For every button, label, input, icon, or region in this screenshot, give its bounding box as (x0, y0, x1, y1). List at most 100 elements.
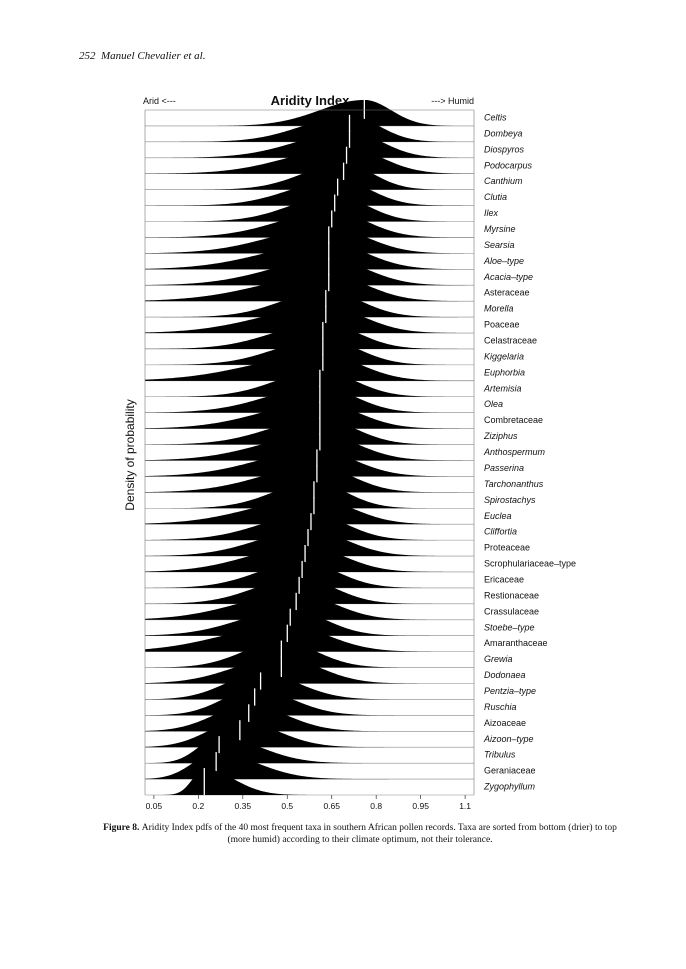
taxon-label: Celtis (484, 113, 507, 123)
x-tick-label: 0.5 (281, 801, 293, 811)
taxon-label: Dodonaea (484, 670, 526, 680)
taxon-label: Ziziphus (483, 431, 518, 441)
taxon-label: Cliffortia (484, 527, 517, 537)
taxon-label: Combretaceae (484, 415, 543, 425)
taxon-label: Anthospermum (483, 447, 546, 457)
ridge-43: Zygophyllum (145, 768, 536, 796)
taxon-label: Pentzia–type (484, 686, 536, 696)
taxon-label: Grewia (484, 654, 513, 664)
density-area (145, 530, 474, 557)
x-tick-label: 0.2 (192, 801, 204, 811)
taxon-label: Canthium (484, 176, 523, 186)
authors: Manuel Chevalier et al. (101, 50, 206, 62)
taxon-label: Tarchonanthus (484, 479, 544, 489)
taxon-label: Stoebe–type (484, 622, 535, 632)
density-area (145, 195, 474, 222)
taxon-label: Dombeya (484, 128, 523, 138)
ridgeline-chart: Arid <--- Aridity Index ---> Humid Densi… (123, 93, 576, 811)
x-tick-label: 0.65 (323, 801, 340, 811)
density-area (145, 227, 474, 254)
density-area (145, 689, 474, 716)
taxon-label: Kiggelaria (484, 351, 524, 361)
caption-text: Aridity Index pdfs of the 40 most freque… (141, 823, 617, 845)
taxon-label: Acacia–type (483, 272, 533, 282)
taxon-label: Amaranthaceae (484, 638, 548, 648)
density-area (145, 498, 474, 525)
x-tick-label: 0.8 (370, 801, 382, 811)
taxon-label: Myrsine (484, 224, 516, 234)
density-area (145, 753, 474, 780)
density-area (145, 418, 474, 445)
taxon-label: Spirostachys (484, 495, 536, 505)
taxon-label: Clutia (484, 192, 507, 202)
taxon-label: Aloe–type (483, 256, 524, 266)
density-area (145, 211, 474, 238)
figure-caption: Figure 8. Aridity Index pdfs of the 40 m… (100, 822, 620, 846)
taxon-label: Zygophyllum (483, 782, 536, 792)
density-area (145, 131, 474, 158)
x-axis: 0.05 0.2 0.35 0.5 0.65 0.8 0.95 1.1 (146, 795, 471, 811)
taxon-label: Searsia (484, 240, 515, 250)
taxon-label: Aizoon–type (483, 734, 534, 744)
taxon-label: Geraniaceae (484, 766, 536, 776)
humid-label: ---> Humid (431, 96, 474, 106)
density-area (145, 243, 474, 270)
running-header: 252 Manuel Chevalier et al. (79, 50, 205, 62)
density-area (145, 115, 474, 142)
density-area (145, 641, 474, 668)
taxon-label: Morella (484, 304, 514, 314)
ridge-38: Ruschia (145, 688, 517, 716)
taxon-label: Euclea (484, 511, 512, 521)
caption-label: Figure 8. (103, 823, 140, 833)
taxon-label: Celastraceae (484, 336, 537, 346)
taxon-label: Euphorbia (484, 367, 525, 377)
x-tick-label: 1.1 (459, 801, 471, 811)
density-area (145, 307, 474, 334)
density-area (145, 577, 474, 604)
ridges: Celtis Dombeya Diospyros Podocarpus Canthium… (144, 98, 576, 796)
density-area (145, 545, 474, 572)
density-area (145, 482, 474, 509)
density-area (145, 386, 474, 413)
density-area (145, 275, 474, 302)
density-area (145, 147, 474, 174)
density-area (145, 99, 474, 126)
density-area (145, 625, 474, 652)
density-area (145, 179, 474, 206)
density-area (145, 450, 474, 477)
density-area (145, 291, 474, 318)
taxon-label: Passerina (484, 463, 524, 473)
page-number: 252 (79, 50, 96, 62)
taxon-label: Aizoaceae (484, 718, 526, 728)
taxon-label: Ruschia (484, 702, 517, 712)
density-area (145, 593, 474, 620)
x-tick-label: 0.05 (146, 801, 163, 811)
taxon-label: Ericaceae (484, 574, 524, 584)
density-area (145, 466, 474, 493)
y-axis-label: Density of probability (123, 399, 137, 510)
taxon-label: Tribulus (484, 750, 516, 760)
taxon-label: Olea (484, 399, 503, 409)
taxon-label: Poaceae (484, 320, 520, 330)
density-area (145, 370, 474, 397)
taxon-label: Proteaceae (484, 543, 530, 553)
taxon-label: Artemisia (483, 383, 522, 393)
taxon-label: Asteraceae (484, 288, 530, 298)
taxon-label: Restionaceae (484, 590, 539, 600)
density-area (145, 769, 474, 795)
density-area (145, 338, 474, 365)
density-area (145, 354, 474, 381)
density-area (145, 609, 474, 636)
taxon-label: Diospyros (484, 144, 525, 154)
taxon-label: Podocarpus (484, 160, 533, 170)
taxon-label: Crassulaceae (484, 606, 539, 616)
arid-label: Arid <--- (143, 96, 176, 106)
x-tick-label: 0.95 (412, 801, 429, 811)
density-area (145, 434, 474, 461)
density-area (145, 163, 474, 190)
x-tick-label: 0.35 (235, 801, 252, 811)
density-area (145, 673, 474, 700)
density-area (145, 322, 474, 349)
density-area (145, 402, 474, 429)
